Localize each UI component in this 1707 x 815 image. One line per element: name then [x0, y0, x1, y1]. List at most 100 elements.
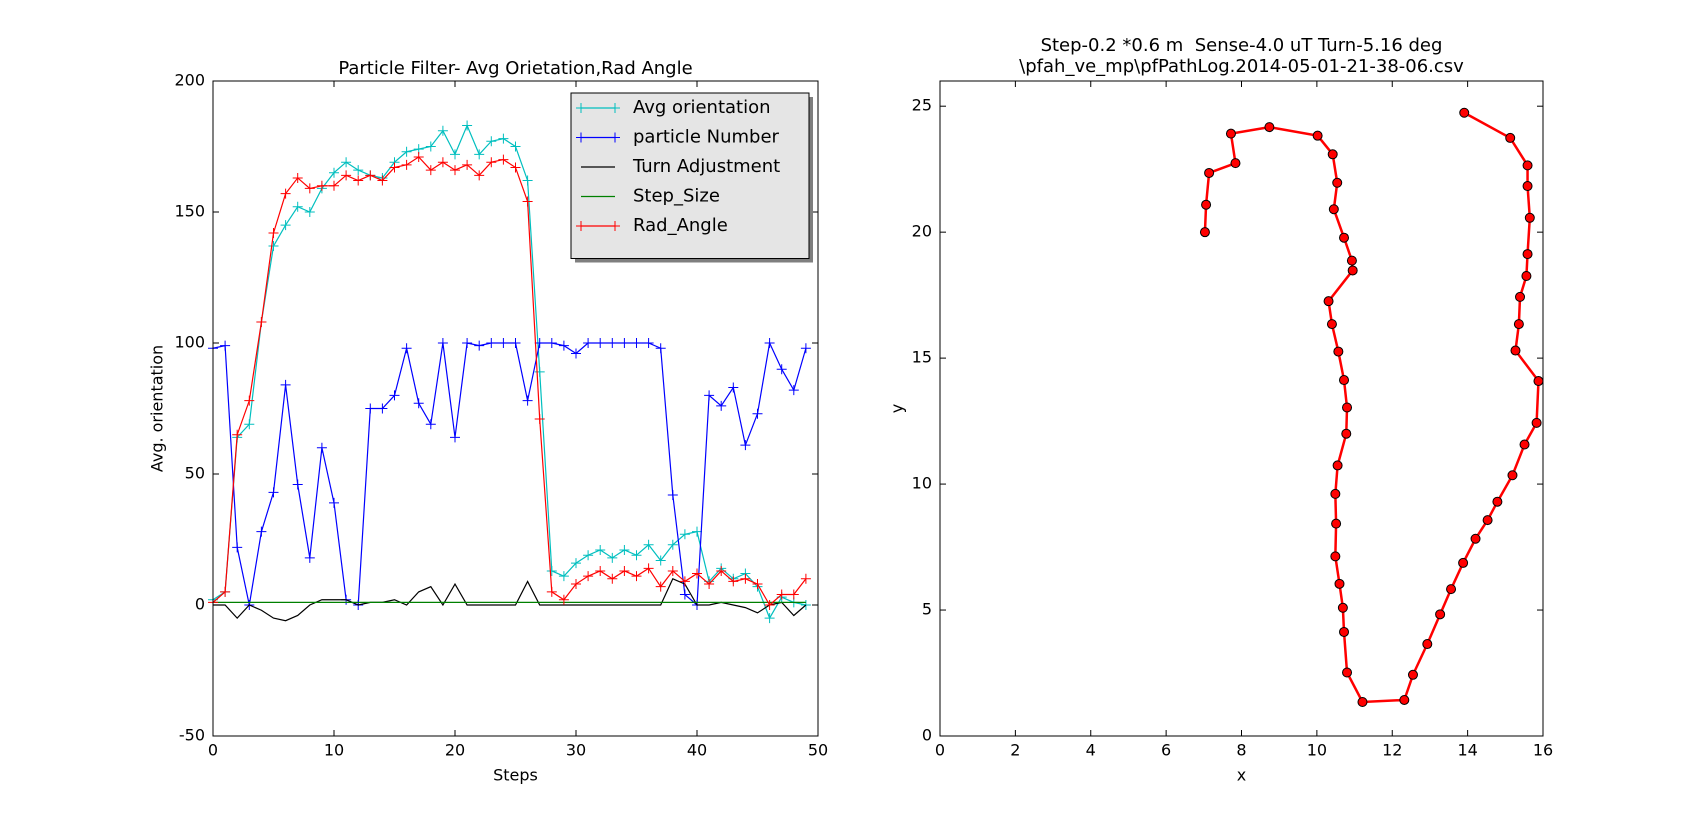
- marker: [1225, 128, 1236, 139]
- legend-box: [570, 92, 810, 259]
- y-axis-label: Avg. orientation: [148, 345, 167, 472]
- marker: [268, 227, 279, 238]
- marker: [1342, 667, 1353, 678]
- marker: [280, 220, 291, 231]
- y-tick-label: 50: [185, 464, 205, 483]
- x-tick-label: 6: [1161, 741, 1171, 760]
- marker: [655, 555, 666, 566]
- marker: [256, 526, 267, 537]
- marker: [244, 419, 255, 430]
- marker: [764, 338, 775, 348]
- marker: [583, 550, 594, 561]
- marker: [740, 440, 751, 451]
- marker: [1333, 346, 1344, 357]
- x-tick-label: 0: [208, 741, 218, 760]
- marker: [1332, 177, 1343, 188]
- legend-label: Step_Size: [633, 186, 720, 207]
- marker: [365, 403, 376, 414]
- y-tick-label: 25: [912, 96, 932, 115]
- marker: [522, 175, 533, 186]
- y-tick-label: -50: [179, 726, 205, 745]
- series-line: [213, 578, 807, 622]
- marker: [329, 180, 339, 191]
- marker: [704, 579, 715, 590]
- x-tick-label: 50: [808, 741, 828, 760]
- marker: [1204, 167, 1215, 178]
- marker: [486, 136, 497, 147]
- marker: [377, 403, 388, 414]
- marker: [1407, 669, 1418, 680]
- marker: [522, 395, 533, 406]
- marker: [1312, 130, 1323, 141]
- marker: [1327, 149, 1338, 160]
- marker: [1399, 694, 1410, 705]
- y-tick-label: 0: [195, 595, 205, 614]
- marker: [304, 207, 315, 217]
- marker: [1326, 319, 1337, 330]
- marker: [462, 159, 473, 170]
- marker: [679, 589, 690, 600]
- marker: [558, 340, 569, 351]
- marker: [558, 594, 569, 605]
- marker: [450, 149, 460, 160]
- marker: [462, 338, 473, 348]
- marker: [1459, 107, 1470, 118]
- marker: [1331, 518, 1342, 529]
- marker: [329, 497, 339, 508]
- marker: [595, 544, 606, 555]
- marker: [1201, 199, 1212, 210]
- marker: [389, 390, 400, 401]
- marker: [619, 338, 630, 348]
- marker: [595, 565, 606, 576]
- marker: [220, 586, 231, 597]
- marker: [498, 338, 509, 348]
- marker: [1515, 291, 1526, 302]
- y-tick-label: 0: [922, 726, 932, 745]
- y-tick-label: 15: [912, 348, 932, 367]
- marker: [716, 400, 727, 411]
- chart-title: Particle Filter- Avg Orietation,Rad Angl…: [338, 58, 692, 79]
- chart-title: \pfah_ve_mp\pfPathLog.2014-05-01-21-38-0…: [1019, 56, 1464, 77]
- marker: [1347, 265, 1358, 276]
- marker: [800, 573, 811, 584]
- marker: [546, 586, 557, 597]
- marker: [1458, 557, 1469, 568]
- marker: [534, 338, 545, 348]
- marker: [232, 542, 243, 553]
- x-tick-label: 30: [566, 741, 586, 760]
- marker: [776, 364, 787, 375]
- marker: [316, 180, 327, 191]
- marker: [1482, 515, 1493, 526]
- marker: [1519, 439, 1530, 450]
- marker: [1199, 227, 1210, 238]
- x-tick-label: 10: [1307, 741, 1327, 760]
- marker: [1230, 158, 1241, 169]
- marker: [232, 429, 243, 440]
- y-tick-label: 100: [174, 333, 205, 352]
- marker: [1332, 460, 1343, 471]
- marker: [1522, 181, 1533, 192]
- marker: [740, 573, 751, 584]
- x-tick-label: 4: [1086, 741, 1096, 760]
- marker: [607, 552, 618, 563]
- marker: [292, 172, 303, 183]
- marker: [474, 170, 485, 181]
- x-tick-label: 14: [1457, 741, 1477, 760]
- marker: [1507, 470, 1518, 481]
- marker: [571, 558, 581, 569]
- marker: [1446, 584, 1457, 595]
- marker: [679, 576, 690, 587]
- marker: [462, 120, 473, 131]
- marker: [776, 589, 787, 600]
- marker: [1337, 602, 1348, 613]
- marker: [329, 167, 339, 178]
- legend-label: Rad_Angle: [633, 215, 728, 236]
- marker: [1328, 204, 1339, 215]
- x-tick-label: 2: [1010, 741, 1020, 760]
- marker: [220, 340, 231, 351]
- marker: [1522, 160, 1533, 171]
- marker: [704, 390, 715, 401]
- marker: [655, 581, 666, 592]
- marker: [534, 366, 545, 377]
